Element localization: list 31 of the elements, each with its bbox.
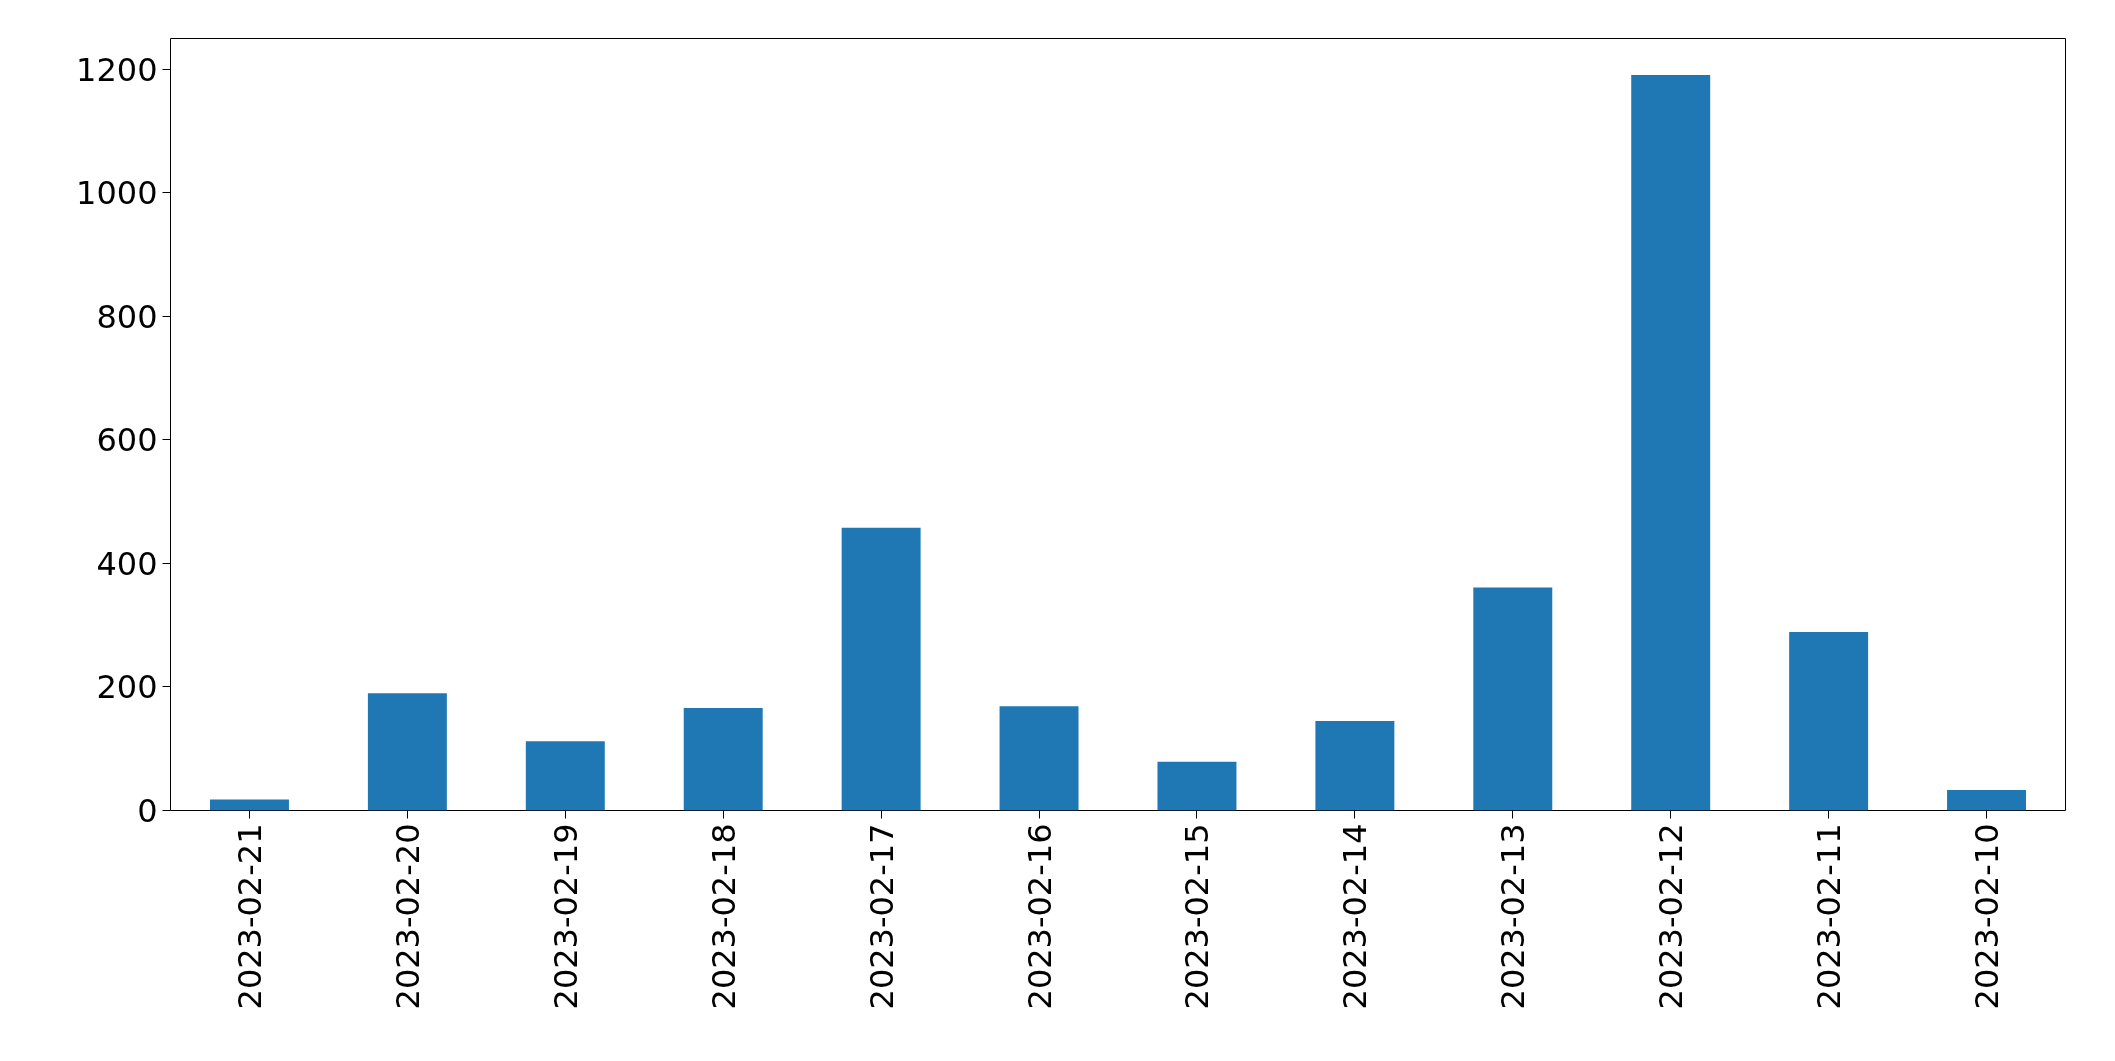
bar: [1789, 632, 1869, 811]
x-tick-label: 2023-02-20: [388, 823, 427, 1010]
bar: [841, 527, 921, 811]
x-tick-label: 2023-02-14: [1336, 823, 1375, 1010]
y-tick-label: 400: [96, 544, 158, 583]
x-tick-label: 2023-02-21: [230, 823, 269, 1010]
y-tick-label: 1200: [76, 50, 158, 89]
y-tick-label: 800: [96, 297, 158, 336]
x-tick-label: 2023-02-17: [862, 823, 901, 1010]
x-tick-label: 2023-02-13: [1494, 823, 1533, 1010]
bar: [525, 741, 605, 811]
bar: [1947, 790, 2027, 811]
x-tick-label: 2023-02-18: [704, 823, 743, 1010]
y-tick-label: 200: [96, 668, 158, 707]
y-tick-label: 0: [137, 792, 158, 830]
bar: [1631, 74, 1711, 811]
x-tick-label: 2023-02-16: [1020, 823, 1059, 1010]
x-tick-label: 2023-02-10: [1968, 823, 2007, 1010]
x-tick-label: 2023-02-12: [1652, 823, 1691, 1010]
y-tick-label: 1000: [76, 174, 158, 213]
bar: [367, 693, 447, 811]
bar: [1473, 587, 1553, 811]
x-tick-label: 2023-02-15: [1178, 823, 1217, 1010]
bar: [683, 707, 763, 811]
bar: [999, 706, 1079, 811]
x-tick-label: 2023-02-11: [1810, 823, 1849, 1010]
bar: [1315, 720, 1395, 811]
x-tick-label: 2023-02-19: [546, 823, 585, 1010]
y-tick-label: 600: [96, 421, 158, 460]
bar: [1157, 761, 1237, 811]
bar: [209, 799, 289, 811]
